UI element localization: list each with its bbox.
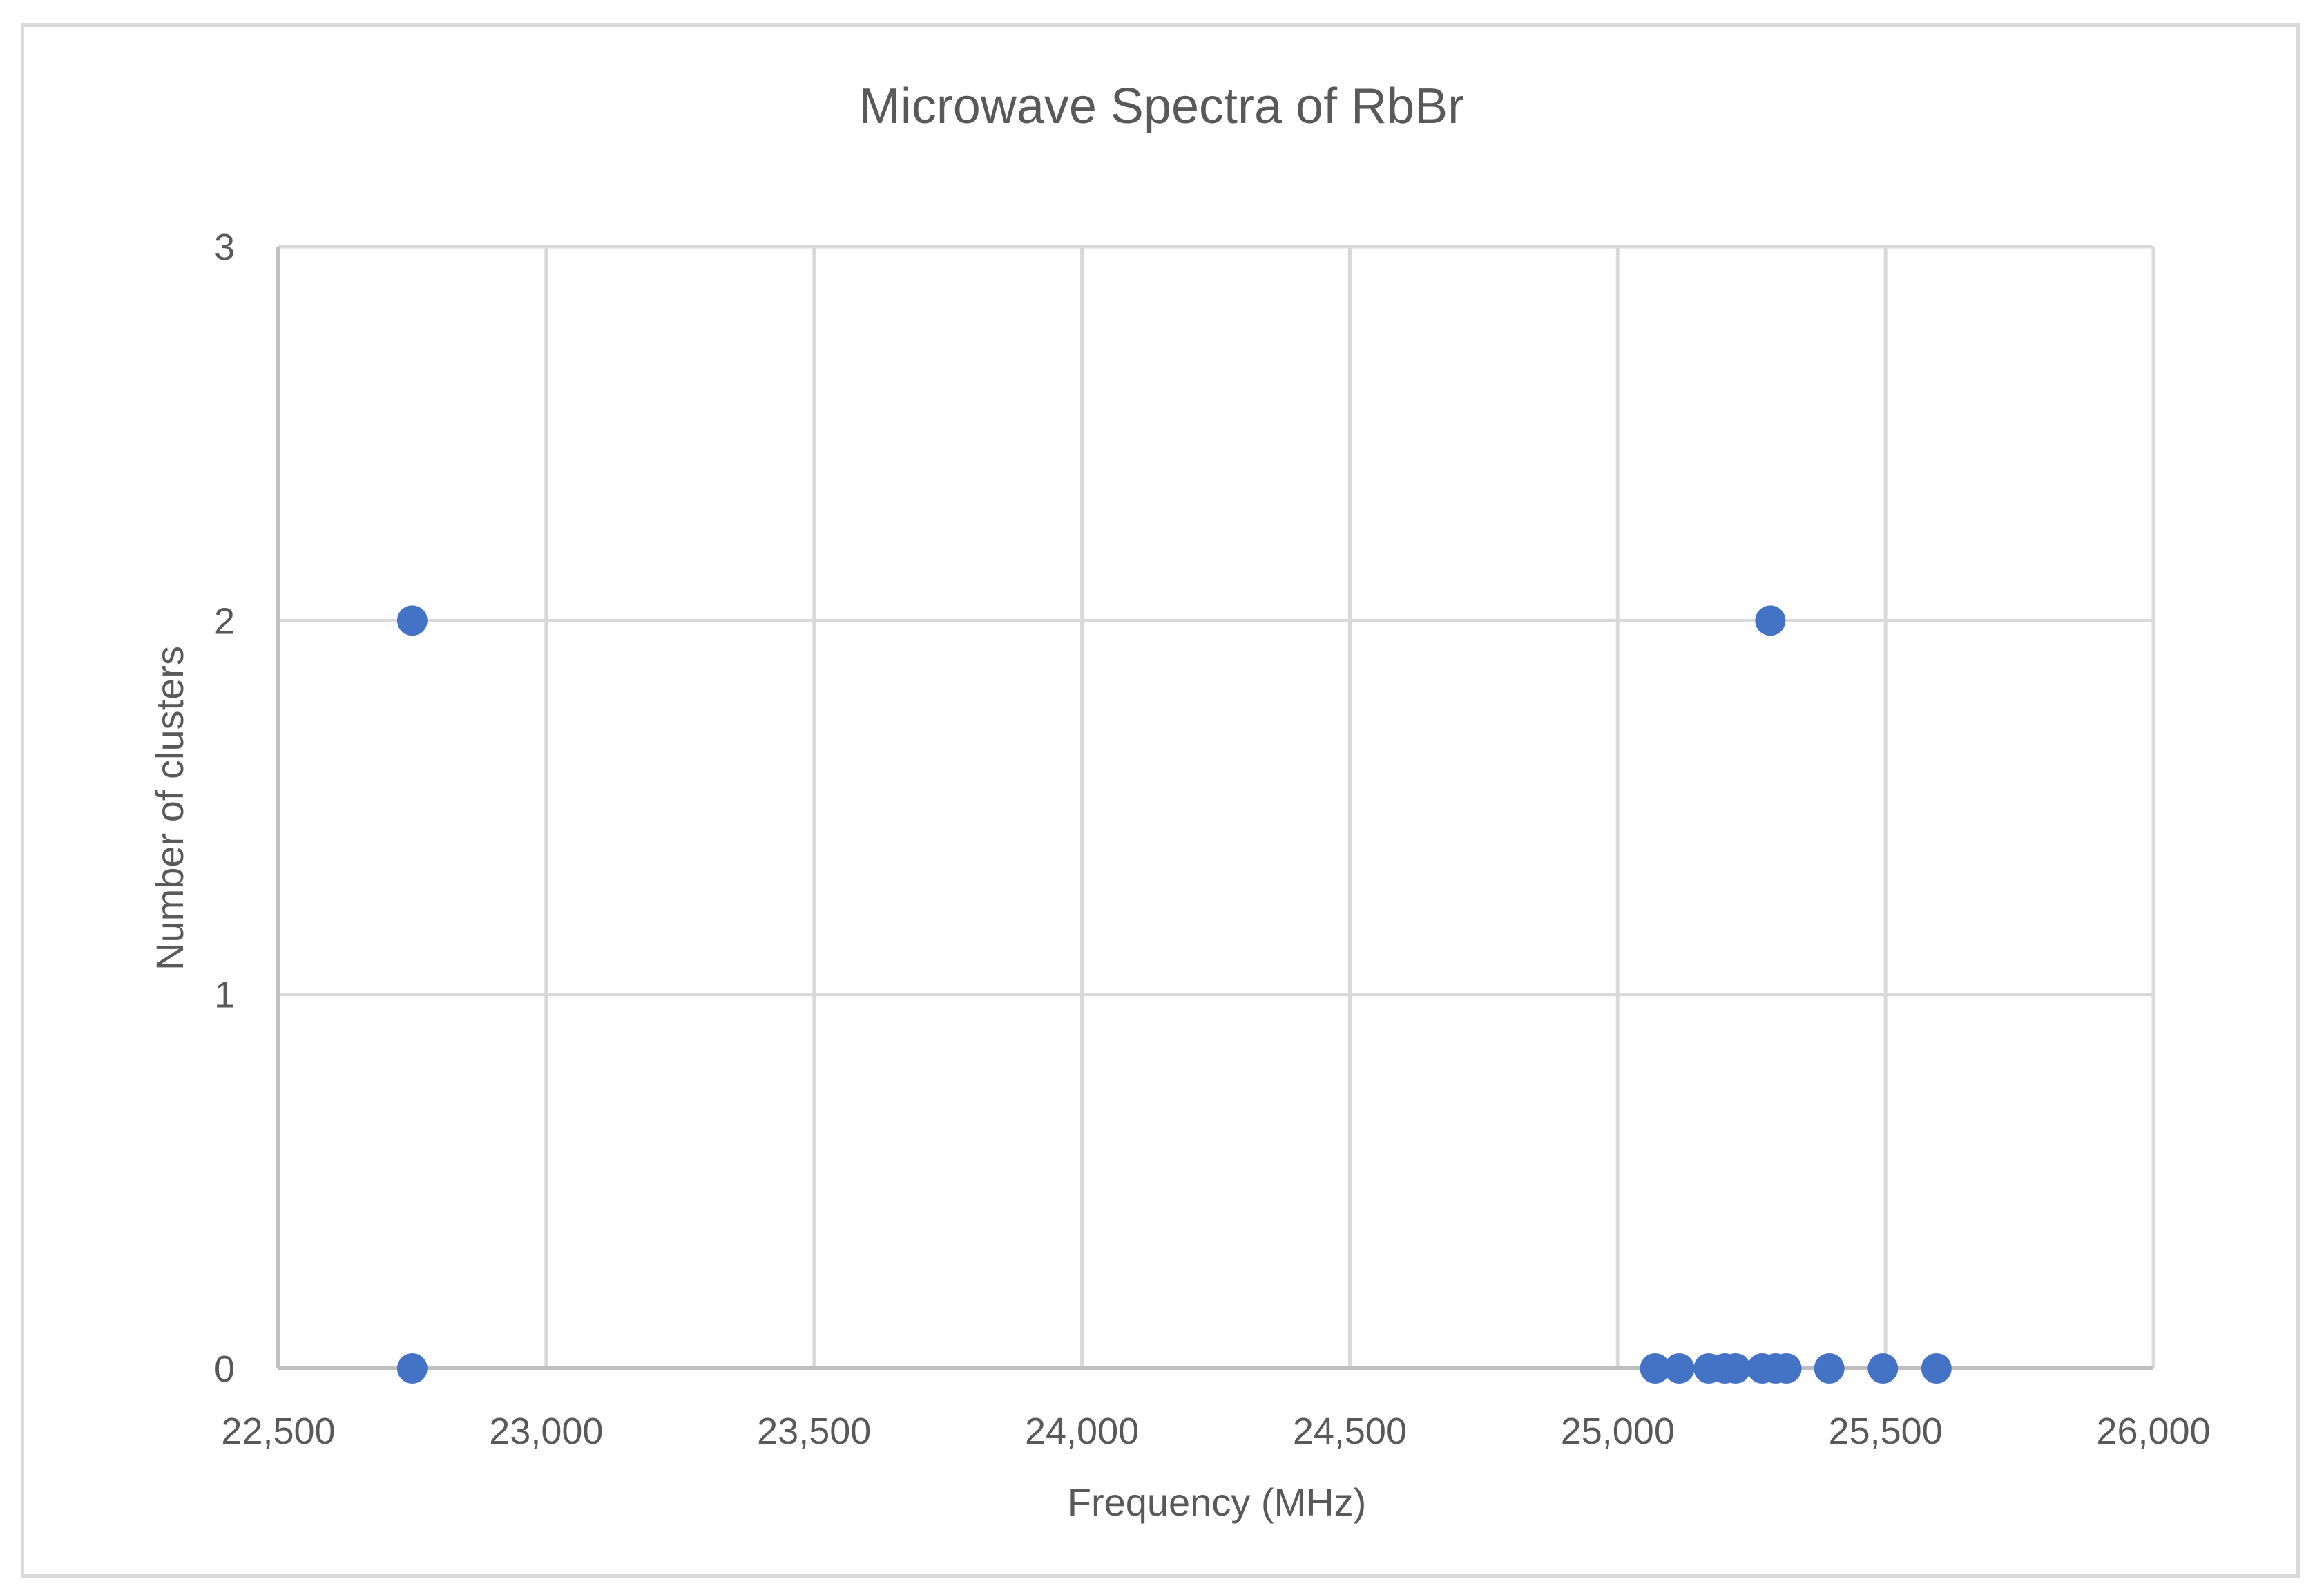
chart-frame (21, 23, 2300, 1578)
chart-title: Microwave Spectra of RbBr (859, 79, 1464, 134)
x-tick-label: 25,000 (1561, 1411, 1675, 1452)
y-axis-ticks: 0 1 2 3 (214, 227, 235, 1390)
x-tick-label: 22,500 (221, 1411, 335, 1452)
x-tick-label: 24,500 (1293, 1411, 1407, 1452)
data-point (1720, 1353, 1751, 1384)
gridlines (276, 245, 2155, 1368)
y-tick-label: 0 (214, 1348, 235, 1390)
data-point (1755, 605, 1786, 636)
y-axis-label: Number of clusters (148, 646, 191, 971)
x-tick-label: 24,000 (1025, 1411, 1139, 1452)
data-point (1921, 1353, 1952, 1384)
data-point (1664, 1353, 1695, 1384)
data-points (396, 605, 1952, 1384)
x-axis-ticks: 22,500 23,000 23,500 24,000 24,500 25,000 25,5… (221, 1411, 2210, 1452)
x-axis-label: Frequency (MHz) (1068, 1480, 1367, 1524)
y-tick-label: 3 (214, 227, 235, 268)
data-point (1640, 1353, 1671, 1384)
data-point (1867, 1353, 1899, 1384)
x-tick-label: 23,500 (757, 1411, 871, 1452)
y-tick-label: 1 (214, 975, 235, 1016)
data-point (396, 605, 428, 636)
x-tick-label: 23,000 (489, 1411, 603, 1452)
x-tick-label: 26,000 (2096, 1411, 2210, 1452)
axes (276, 247, 2153, 1370)
data-point (1771, 1353, 1802, 1384)
data-point (396, 1353, 428, 1384)
x-tick-label: 25,500 (1829, 1411, 1943, 1452)
data-point (1814, 1353, 1845, 1384)
y-tick-label: 2 (214, 600, 235, 642)
